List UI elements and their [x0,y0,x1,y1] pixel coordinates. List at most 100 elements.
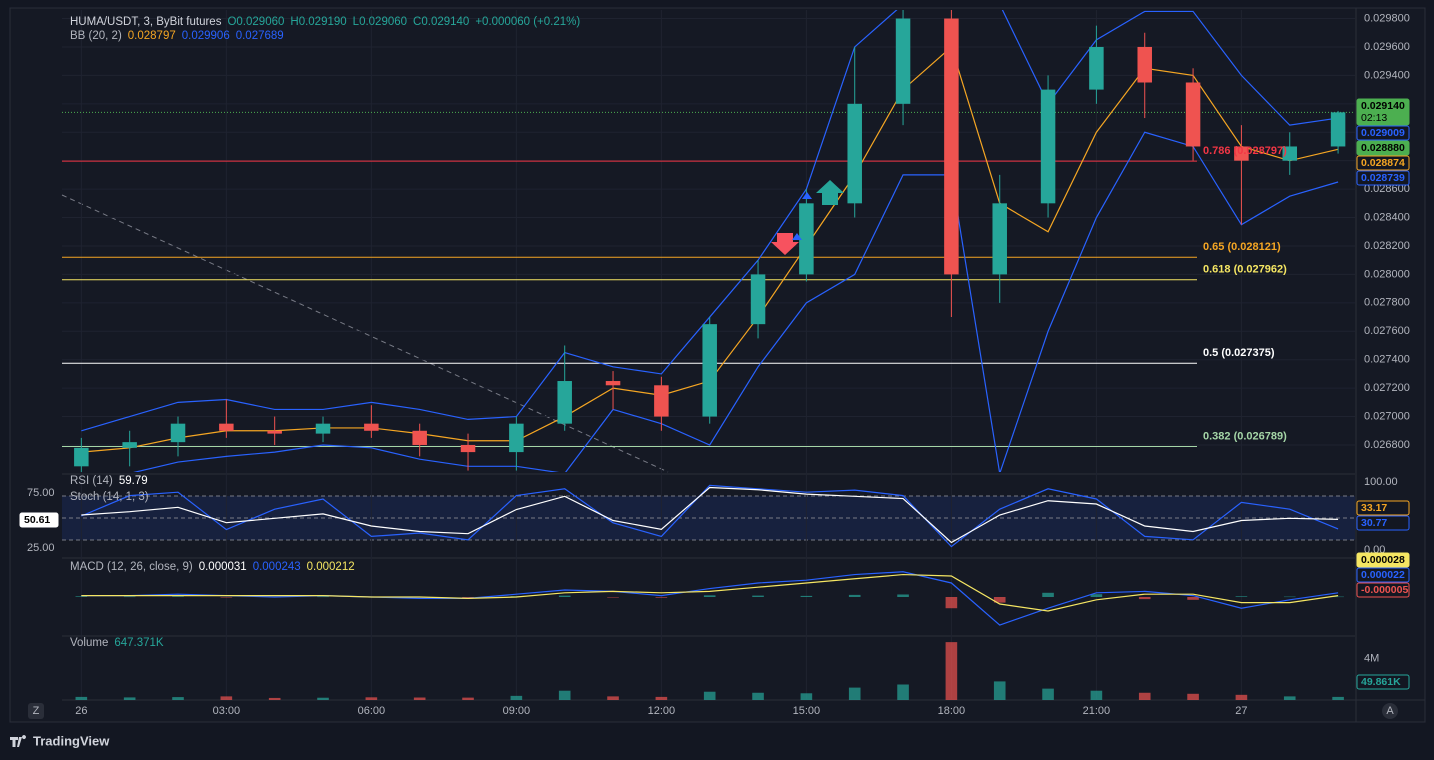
ohlc-open: O0.029060 [227,16,285,28]
candle-body [847,103,862,204]
panes: 26 03:00 06:00 09:00 12:00 15:00 18:00 21:00 27 0… [19,10,1410,717]
legend-row: MACD (12, 26, close, 9) 0.000031 0.000243 0… [70,561,355,573]
candle-body [1330,112,1346,147]
y-tick-label: 0.028200 [1364,240,1410,252]
y-tick-label: 0.028600 [1364,183,1410,195]
bar [220,696,233,700]
bar [172,596,184,597]
bar [945,642,958,700]
bar [1090,594,1103,597]
bar [703,691,716,700]
ohlc-close: C0.029140 [413,16,470,28]
legend-value: 59.79 [118,475,148,487]
legend-name: BB (20, 2) [70,30,122,42]
auto-button[interactable] [1382,703,1398,719]
brand-name: TradingView [33,733,110,748]
y-tick-label: 0.026800 [1364,439,1410,451]
bar [1090,690,1103,700]
bar [317,596,329,598]
bar [607,696,619,700]
bar [848,594,861,597]
ohlc-change: +0.000060 (+0.21%) [475,16,581,28]
candle-body [509,423,524,453]
auto-button-label: A [1386,705,1394,717]
legend-row: BB (20, 2) 0.028797 0.029906 0.027689 [70,30,284,42]
fib-level-label: 0.5 (0.027375) [1203,347,1275,359]
bar [655,597,668,598]
price-badge-label: 33.17 [1361,502,1387,514]
price-badge [1356,140,1410,156]
bar [75,596,88,597]
candle-body [895,18,911,104]
candle-body [267,430,282,434]
legend-name: MACD (12, 26, close, 9) [70,561,193,573]
candle-body [170,423,186,443]
candle-body [1040,89,1056,204]
legend-value: 0.000243 [252,561,301,573]
price-badge [1356,552,1410,568]
candle-body [702,324,717,417]
price-badge [1356,98,1410,126]
bar [462,697,474,700]
x-tick-label: 26 [75,705,87,717]
price-badge-label: 0.029009 [1361,127,1405,139]
bar [993,681,1006,700]
bar [800,595,813,597]
ohlc-high: H0.029190 [290,16,347,28]
price-badge-label: 0.000022 [1361,569,1405,581]
brand-logo [10,735,26,747]
legend-row: Volume 647.371K [70,637,164,649]
bar [945,597,958,609]
x-tick-label: 18:00 [938,705,966,717]
bar [655,696,668,700]
bar [268,697,281,700]
candle-body [944,18,959,275]
bar [993,597,1006,603]
fib-level-label: 0.786 (0.028797) [1203,145,1287,157]
y-tick-label: 0.028000 [1364,268,1410,280]
bar [123,596,136,598]
bar [848,687,861,700]
price-badge [1356,515,1410,531]
bar [1187,597,1199,600]
bar [220,597,233,598]
y-tick-label: 75.00 [27,487,55,499]
x-tick-label: 12:00 [648,705,676,717]
candle-body [1234,146,1249,161]
legend-value: 0.000031 [198,561,247,573]
price-badge [1356,125,1410,141]
candle-body [605,381,621,386]
x-tick-label: 06:00 [358,705,386,717]
legend-row: Stoch (14, 1, 3) [70,491,149,503]
price-badge-label: 0.028874 [1361,157,1405,169]
bar [897,594,909,597]
price-badge-label: 30.77 [1361,517,1387,529]
y-tick-label: 0.029800 [1364,12,1410,24]
candle-body [799,203,814,275]
bar [897,684,909,700]
bar [558,595,571,597]
bar [123,697,136,700]
bar [1235,694,1248,700]
x-tick-label: 27 [1235,705,1247,717]
buy-arrow [816,180,844,205]
price-badge [1356,170,1410,186]
bar [752,692,764,700]
y-tick-label: 0.027800 [1364,297,1410,309]
legend-value: 0.028797 [127,30,176,42]
bar [607,597,619,598]
bar [1138,692,1151,700]
y-tick-label: 0.027200 [1364,382,1410,394]
scale-button[interactable] [28,703,44,719]
fib-level-label: 0.382 (0.026789) [1203,430,1287,442]
price-badge-label: 0.028880 [1361,142,1405,154]
y-tick-label: 0.027600 [1364,325,1410,337]
price-badge [1356,582,1410,598]
legend-value: 0.029906 [181,30,230,42]
legend-name: Stoch (14, 1, 3) [70,491,149,503]
candle-body [412,430,427,445]
y2-tick-label: 100.00 [1364,476,1398,488]
bar [1042,688,1054,700]
